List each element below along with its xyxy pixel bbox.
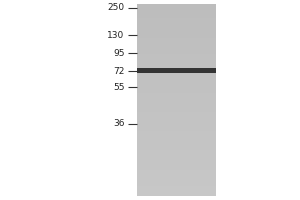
Bar [136,141,216,143]
Text: 130: 130 [107,30,124,40]
Bar [136,71,216,74]
Bar [136,69,216,71]
Bar [136,11,216,14]
Bar [136,23,216,26]
Bar [136,16,216,18]
Bar [136,62,216,64]
Text: 72: 72 [113,66,124,75]
Bar [136,184,216,186]
Bar [136,126,216,129]
Bar [136,35,216,38]
Bar [136,57,216,59]
Bar [136,189,216,191]
Bar [136,150,216,153]
Bar [136,131,216,134]
Bar [136,122,216,124]
Bar [136,177,216,179]
Bar [136,9,216,11]
Bar [136,124,216,126]
Bar [136,129,216,131]
Bar [136,83,216,86]
Bar [136,4,216,6]
Bar [136,153,216,155]
Bar [136,146,216,148]
Bar [136,88,216,90]
Bar [136,117,216,119]
Bar [136,102,216,105]
Bar [136,112,216,114]
Bar [136,148,216,150]
Bar [136,68,216,73]
Bar [136,143,216,146]
Bar [136,74,216,76]
Bar [136,100,216,102]
Bar [136,194,216,196]
Bar [136,182,216,184]
Bar [136,26,216,28]
Bar [136,98,216,100]
Bar [136,54,216,57]
Bar [136,50,216,52]
Bar [136,40,216,42]
Bar [136,95,216,98]
Bar [136,33,216,35]
Bar [136,21,216,23]
Bar [136,90,216,93]
Bar [136,155,216,158]
Bar [136,114,216,117]
Bar [136,42,216,45]
Bar [136,14,216,16]
Bar [136,59,216,62]
Bar [136,136,216,138]
Bar [136,191,216,194]
Bar [136,107,216,110]
Bar [136,86,216,88]
Bar [136,45,216,47]
Bar [136,47,216,50]
Bar [136,170,216,172]
Bar [136,76,216,78]
Bar [136,38,216,40]
Bar [136,105,216,107]
Bar [136,93,216,95]
Bar [136,110,216,112]
Text: 36: 36 [113,119,124,129]
Bar [136,172,216,174]
Bar [136,64,216,66]
Bar [136,186,216,189]
Bar [136,179,216,182]
Bar [136,6,216,9]
Bar [136,165,216,167]
Bar [136,162,216,165]
Bar [136,66,216,69]
Bar [136,119,216,122]
Text: 250: 250 [107,3,124,12]
Bar [136,138,216,141]
Bar [136,174,216,177]
Text: 95: 95 [113,48,124,58]
Bar [136,158,216,160]
Bar [136,18,216,21]
Bar [136,167,216,170]
Bar [136,134,216,136]
Bar [136,160,216,162]
Bar [136,78,216,81]
Bar [136,28,216,30]
Bar [136,30,216,33]
Text: 55: 55 [113,83,124,92]
Bar [136,81,216,83]
Bar [136,52,216,54]
